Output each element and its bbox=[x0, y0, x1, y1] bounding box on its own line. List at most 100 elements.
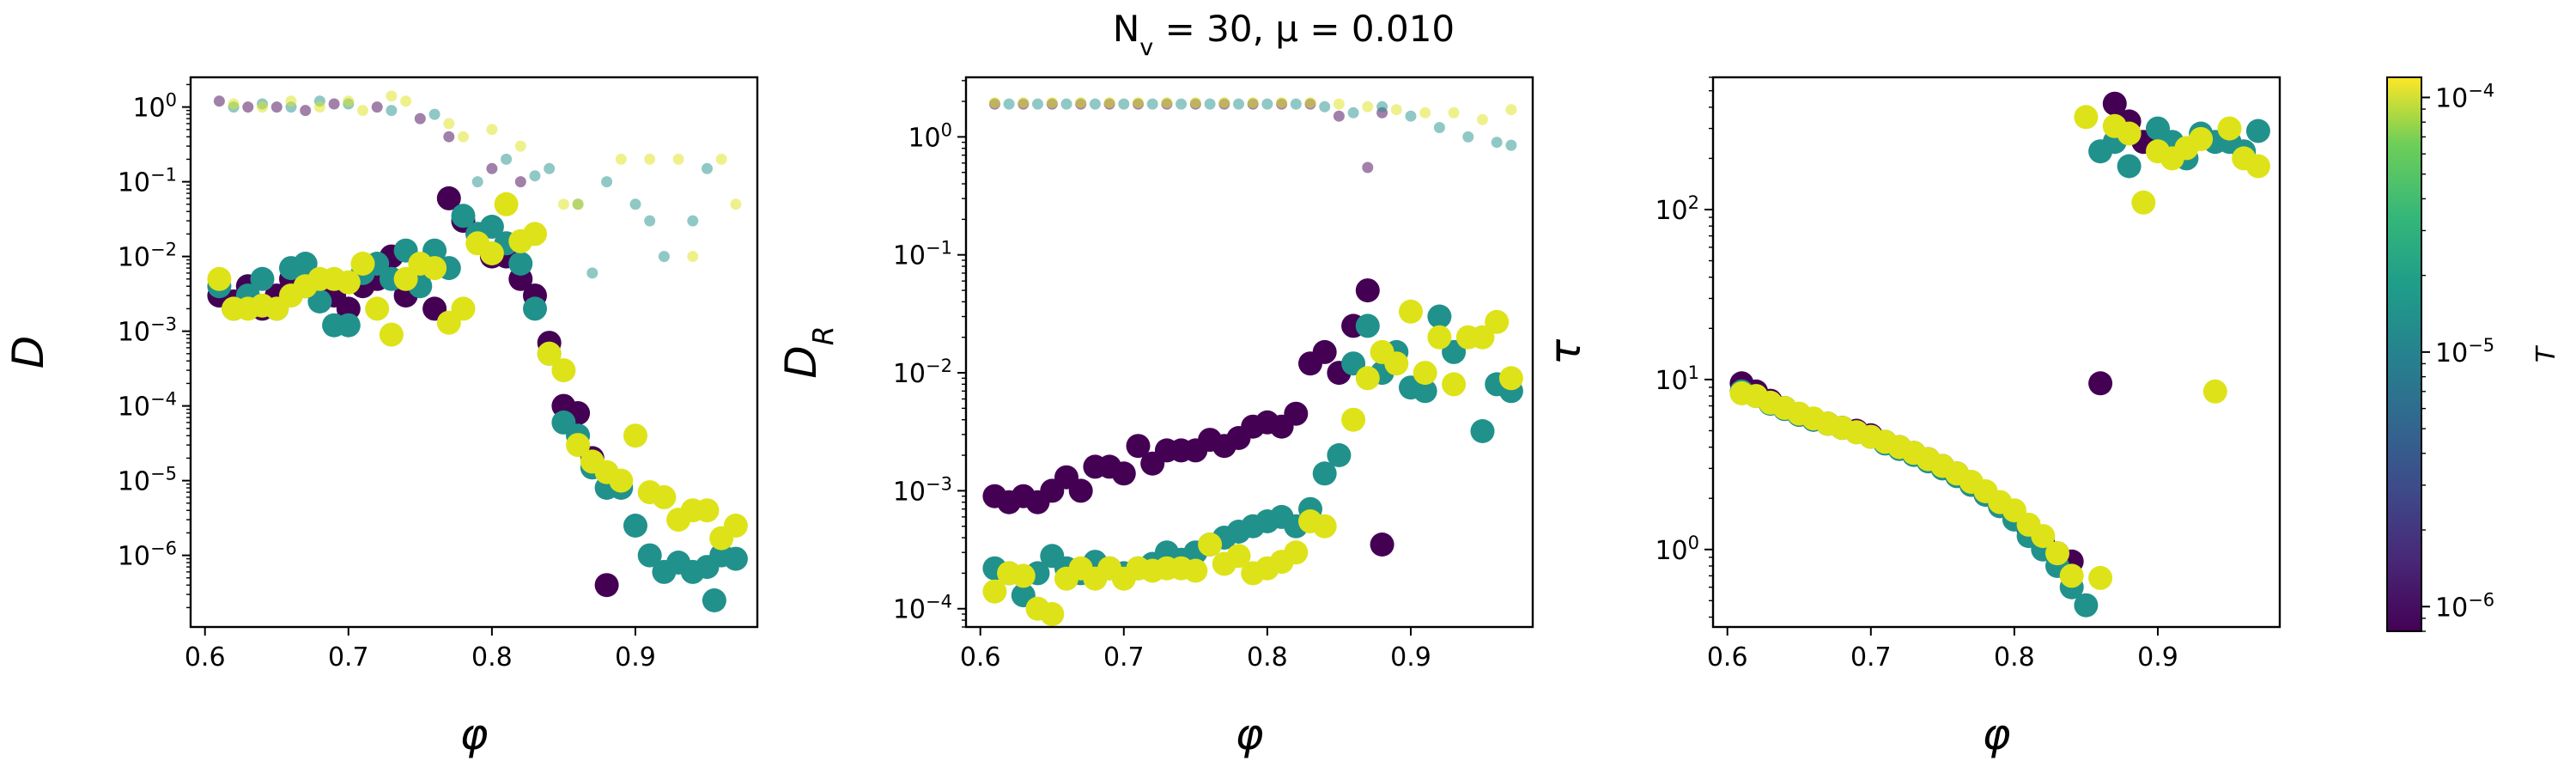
data-point bbox=[1312, 461, 1337, 486]
x-axis-label: φ bbox=[1983, 709, 2011, 759]
data-point-faint bbox=[328, 98, 340, 110]
y-tick-label: 101 bbox=[1655, 362, 1699, 396]
data-point-faint bbox=[1362, 161, 1374, 173]
data-point-faint bbox=[586, 267, 598, 279]
data-point-faint bbox=[615, 153, 627, 165]
y-tick-label: 100 bbox=[132, 90, 177, 124]
data-point bbox=[336, 313, 361, 338]
x-tick-label: 0.7 bbox=[1850, 642, 1892, 673]
data-point-faint bbox=[1089, 98, 1101, 110]
data-point-faint bbox=[1032, 98, 1043, 110]
data-point-faint bbox=[1319, 100, 1331, 113]
data-point-faint bbox=[730, 198, 742, 210]
y-axis-label: DR bbox=[776, 326, 840, 378]
data-point bbox=[1470, 419, 1495, 443]
data-point bbox=[1183, 558, 1208, 583]
data-point bbox=[350, 252, 375, 276]
colorbar-gradient bbox=[2386, 76, 2422, 632]
data-point bbox=[1498, 366, 1523, 391]
data-point-faint bbox=[242, 101, 254, 113]
data-point-faint bbox=[428, 108, 440, 120]
data-point-faint bbox=[1376, 100, 1388, 113]
colorbar: 10−6 10−5 10−4 T bbox=[2386, 76, 2561, 632]
data-point-faint bbox=[400, 95, 412, 107]
data-point bbox=[1442, 339, 1467, 364]
data-point-faint bbox=[1247, 97, 1259, 108]
data-point bbox=[479, 241, 504, 265]
data-point-faint bbox=[1477, 113, 1488, 125]
data-point bbox=[623, 423, 647, 448]
data-point-faint bbox=[270, 101, 283, 113]
data-point-faint bbox=[715, 153, 727, 165]
figure-title: Nv = 30, μ = 0.010 bbox=[1113, 8, 1455, 61]
x-tick-label: 0.9 bbox=[2137, 642, 2178, 673]
y-axis-label: τ bbox=[1540, 338, 1590, 365]
data-point-faint bbox=[1462, 131, 1474, 143]
data-point bbox=[336, 270, 361, 295]
x-axis-label: φ bbox=[460, 709, 489, 759]
data-point-faint bbox=[1505, 104, 1517, 116]
colorbar-tick-label: 10−6 bbox=[2435, 589, 2494, 623]
data-point bbox=[436, 186, 461, 210]
data-point-faint bbox=[1176, 98, 1188, 110]
data-point-faint bbox=[386, 90, 398, 102]
data-point bbox=[2245, 154, 2270, 179]
data-point bbox=[2245, 119, 2270, 143]
data-point bbox=[2189, 126, 2214, 151]
data-point bbox=[982, 579, 1007, 604]
data-point-faint bbox=[687, 215, 699, 227]
data-point-faint bbox=[1276, 97, 1288, 108]
x-tick-label: 0.6 bbox=[1707, 642, 1748, 673]
data-point-faint bbox=[1347, 107, 1359, 119]
x-axis-label: φ bbox=[1236, 709, 1264, 759]
data-point-faint bbox=[1390, 104, 1402, 116]
data-point-faint bbox=[544, 162, 556, 174]
data-point-faint bbox=[471, 176, 483, 188]
data-point bbox=[379, 322, 404, 347]
panels-group: 0.6 0.7 0.8 0.9 10−6 10−5 10−4 10−3 10−2 10−1 100 φ… bbox=[3, 76, 2281, 759]
data-point-faint bbox=[1233, 98, 1244, 110]
y-tick-label: 10−1 bbox=[118, 165, 177, 198]
data-point bbox=[1485, 309, 1510, 334]
data-point bbox=[451, 296, 476, 321]
data-point bbox=[1370, 533, 1394, 557]
colorbar-tick-label: 10−4 bbox=[2435, 80, 2494, 113]
data-point bbox=[1384, 351, 1409, 376]
data-point bbox=[250, 266, 275, 291]
x-tick-label: 0.8 bbox=[1994, 642, 2035, 673]
data-point bbox=[551, 358, 576, 383]
data-point-faint bbox=[629, 198, 641, 210]
data-point-faint bbox=[501, 153, 513, 165]
data-point bbox=[2074, 105, 2099, 130]
x-tick-label: 0.6 bbox=[960, 642, 1001, 673]
data-point bbox=[594, 573, 619, 598]
y-tick-label: 10−3 bbox=[118, 314, 177, 348]
data-point-faint bbox=[1161, 97, 1173, 108]
data-point bbox=[1355, 366, 1380, 391]
data-point bbox=[2202, 379, 2227, 404]
data-point-faint bbox=[443, 118, 455, 130]
data-point bbox=[2117, 121, 2142, 146]
data-point bbox=[1355, 278, 1380, 303]
data-point-faint bbox=[658, 251, 670, 263]
data-point bbox=[1011, 563, 1036, 588]
y-tick-label: 100 bbox=[1655, 533, 1699, 566]
data-point bbox=[1284, 401, 1309, 426]
data-point-faint bbox=[1448, 107, 1460, 119]
data-point bbox=[2088, 371, 2113, 396]
data-points bbox=[207, 90, 748, 612]
data-point bbox=[2102, 91, 2127, 116]
data-point bbox=[1111, 461, 1136, 486]
data-point bbox=[695, 498, 720, 523]
data-point bbox=[1355, 313, 1380, 338]
data-point-faint bbox=[988, 97, 1000, 108]
data-point bbox=[523, 296, 547, 321]
data-point-faint bbox=[1103, 97, 1115, 108]
data-point-faint bbox=[1333, 98, 1345, 110]
data-point bbox=[723, 514, 748, 538]
data-points bbox=[982, 97, 1523, 626]
data-point-faint bbox=[687, 251, 699, 263]
data-point-faint bbox=[1333, 110, 1345, 122]
data-point bbox=[702, 588, 726, 612]
y-axis-label: D bbox=[3, 336, 53, 369]
